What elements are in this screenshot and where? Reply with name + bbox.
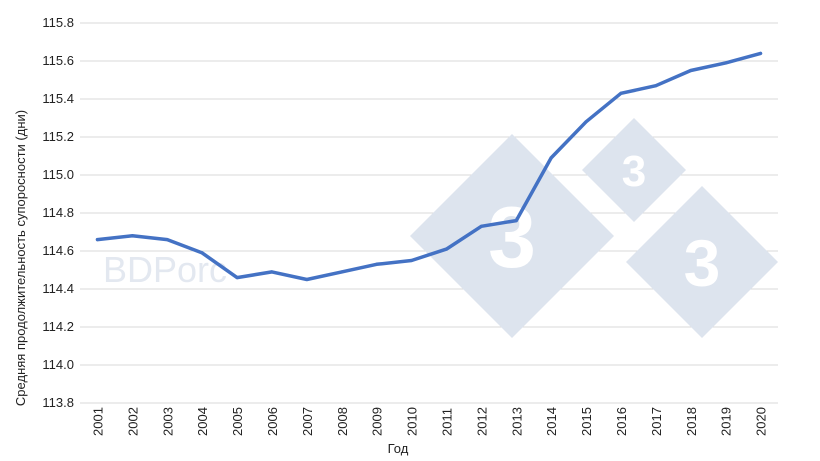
watermark-logo: 333 bbox=[410, 118, 778, 338]
y-tick-label: 114.0 bbox=[42, 357, 74, 372]
x-tick-label: 2010 bbox=[405, 407, 420, 436]
x-tick-label: 2015 bbox=[579, 407, 594, 436]
x-tick-label: 2017 bbox=[649, 407, 664, 436]
data-point bbox=[654, 84, 658, 88]
y-tick-label: 114.2 bbox=[42, 319, 74, 334]
x-tick-label: 2019 bbox=[719, 407, 734, 436]
data-point bbox=[270, 270, 274, 274]
data-point bbox=[619, 91, 623, 95]
data-point bbox=[444, 247, 448, 251]
logo-diamond-0 bbox=[410, 134, 614, 338]
data-point bbox=[514, 219, 518, 223]
data-point bbox=[759, 51, 763, 55]
data-point bbox=[479, 224, 483, 228]
data-point bbox=[584, 120, 588, 124]
x-tick-label: 2006 bbox=[265, 407, 280, 436]
x-axis-title: Год bbox=[388, 441, 409, 456]
y-tick-label: 115.8 bbox=[42, 15, 74, 30]
x-tick-label: 2008 bbox=[335, 407, 350, 436]
series-group bbox=[95, 51, 763, 282]
y-tick-label: 114.6 bbox=[42, 243, 74, 258]
x-tick-label: 2018 bbox=[684, 407, 699, 436]
logo-glyph-1: 3 bbox=[622, 147, 646, 196]
x-tick-label: 2007 bbox=[300, 407, 315, 436]
x-tick-label: 2004 bbox=[195, 407, 210, 436]
x-tick-label: 2005 bbox=[230, 407, 245, 436]
data-point bbox=[410, 259, 414, 262]
y-tick-label: 115.0 bbox=[42, 167, 74, 182]
series-line-0 bbox=[95, 51, 763, 282]
data-point bbox=[95, 238, 99, 242]
y-tick-label: 113.8 bbox=[42, 395, 74, 410]
x-tick-label: 2016 bbox=[614, 407, 629, 436]
y-tick-label: 115.2 bbox=[42, 129, 74, 144]
x-tick-label: 2002 bbox=[125, 407, 140, 436]
x-axis-ticks: 2001 2002 2003 2004 2005 2006 2007 2008 2009 2010… bbox=[90, 407, 768, 436]
data-point bbox=[724, 61, 728, 65]
y-tick-label: 115.4 bbox=[42, 91, 74, 106]
x-tick-label: 2020 bbox=[754, 407, 769, 436]
data-point bbox=[235, 276, 239, 280]
x-tick-label: 2014 bbox=[544, 407, 559, 436]
data-point bbox=[689, 69, 693, 72]
data-point bbox=[200, 251, 204, 255]
x-tick-label: 2001 bbox=[90, 407, 105, 436]
y-tick-label: 115.6 bbox=[42, 53, 74, 68]
x-tick-label: 2009 bbox=[370, 407, 385, 436]
watermark-text: BDPorc bbox=[103, 249, 227, 290]
y-axis-title: Средняя продолжительность супоросности (… bbox=[13, 110, 28, 406]
x-tick-label: 2012 bbox=[474, 407, 489, 436]
y-axis-ticks: 113.8 114.0 114.2 114.4 114.6 114.8 115.0 115.2… bbox=[42, 15, 74, 410]
x-tick-label: 2011 bbox=[439, 408, 454, 436]
y-tick-label: 114.4 bbox=[42, 281, 74, 296]
data-point bbox=[305, 278, 309, 281]
data-point bbox=[340, 270, 344, 274]
y-tick-label: 114.8 bbox=[42, 205, 74, 220]
x-tick-label: 2013 bbox=[509, 407, 524, 436]
logo-glyph-2: 3 bbox=[684, 226, 721, 300]
data-point bbox=[375, 262, 379, 266]
logo-glyph-0: 3 bbox=[488, 190, 536, 286]
data-point bbox=[130, 234, 134, 238]
data-point bbox=[165, 238, 169, 242]
watermark: 333 BDPorc bbox=[103, 118, 778, 338]
x-tick-label: 2003 bbox=[160, 407, 175, 436]
data-point bbox=[549, 156, 553, 160]
logo-diamond-2 bbox=[626, 186, 778, 338]
logo-diamond-1 bbox=[582, 118, 686, 222]
